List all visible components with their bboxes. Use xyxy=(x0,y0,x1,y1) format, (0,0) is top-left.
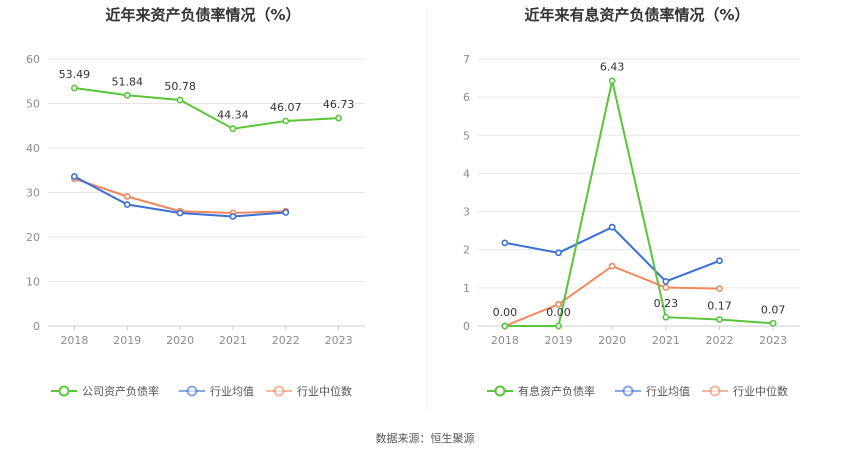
data-point[interactable] xyxy=(176,209,184,217)
data-point[interactable] xyxy=(662,277,670,285)
x-tick-label: 2019 xyxy=(113,334,141,347)
chart-panel-interest-debt-ratio: 近年来有息资产负债率情况（%） 0 1 2 3 4 5 6 7 2018 2019 2020 2021… xyxy=(463,6,800,398)
legend-swatch-marker xyxy=(709,385,721,397)
chart-panel-debt-ratio: 近年来资产负债率情况（%） 0 10 20 30 40 50 60 2018 2019 2020 2… xyxy=(26,6,365,398)
data-point[interactable] xyxy=(335,114,342,122)
x-tick-label: 2020 xyxy=(598,334,626,347)
legend-item[interactable]: 公司资产负债率 xyxy=(51,384,159,398)
data-point[interactable] xyxy=(229,213,237,220)
data-point[interactable] xyxy=(71,173,78,180)
data-point[interactable] xyxy=(229,125,237,133)
y-tick-label: 0 xyxy=(463,320,470,333)
y-tick-label: 3 xyxy=(463,206,470,219)
data-point[interactable] xyxy=(282,209,290,216)
data-point[interactable] xyxy=(123,193,131,200)
legend-swatch-marker xyxy=(273,385,285,397)
data-point[interactable] xyxy=(501,322,509,330)
x-tick-label: 2023 xyxy=(759,334,787,347)
x-tick-label: 2023 xyxy=(325,334,353,347)
series-line-series-2 xyxy=(504,264,720,327)
data-point[interactable] xyxy=(716,285,723,293)
y-tick-label: 6 xyxy=(463,91,470,104)
data-point[interactable] xyxy=(662,284,670,291)
series-line-series-1 xyxy=(504,225,720,283)
data-point[interactable] xyxy=(608,77,616,85)
legend-label: 行业均值 xyxy=(646,385,690,398)
x-tick-label: 2021 xyxy=(652,334,680,347)
chart-title: 近年来有息资产负债率情况（%） xyxy=(524,6,749,24)
data-source-note: 数据来源：恒生聚源 xyxy=(376,431,475,445)
chart-title: 近年来资产负债率情况（%） xyxy=(105,6,300,24)
legend-swatch-marker xyxy=(58,385,70,397)
data-point[interactable] xyxy=(716,257,723,265)
legend-item[interactable]: 行业均值 xyxy=(179,385,254,398)
y-tick-label: 2 xyxy=(463,244,470,257)
data-point[interactable] xyxy=(662,313,670,321)
y-tick-label: 20 xyxy=(26,231,40,244)
data-point[interactable] xyxy=(176,96,184,104)
legend-label: 公司资产负债率 xyxy=(82,384,159,398)
data-label: 51.84 xyxy=(112,75,144,88)
data-point[interactable] xyxy=(716,316,723,323)
data-point[interactable] xyxy=(123,201,131,208)
data-point[interactable] xyxy=(555,300,562,308)
data-label: 46.73 xyxy=(323,98,355,111)
x-tick-label: 2019 xyxy=(545,334,573,347)
legend-swatch-marker xyxy=(186,385,198,397)
data-point[interactable] xyxy=(608,223,616,231)
y-tick-label: 4 xyxy=(463,167,470,180)
data-label: 0.07 xyxy=(761,303,786,316)
legend-label: 行业均值 xyxy=(210,385,254,398)
legend-item[interactable]: 行业中位数 xyxy=(702,384,788,398)
x-tick-label: 2022 xyxy=(272,334,300,347)
x-tick-label: 2022 xyxy=(706,334,734,347)
y-tick-label: 60 xyxy=(26,53,40,66)
data-label: 6.43 xyxy=(600,61,625,74)
data-label: 0.23 xyxy=(654,297,679,310)
data-label: 46.07 xyxy=(270,101,302,114)
y-tick-label: 40 xyxy=(26,142,40,155)
data-label: 0.00 xyxy=(493,306,518,319)
y-tick-label: 10 xyxy=(26,276,40,289)
series-line-series-0 xyxy=(504,80,774,327)
data-point[interactable] xyxy=(555,322,562,330)
legend-label: 有息资产负债率 xyxy=(518,384,595,398)
x-tick-label: 2018 xyxy=(491,334,519,347)
data-point[interactable] xyxy=(608,262,616,270)
data-label: 50.78 xyxy=(164,80,196,93)
legend-item[interactable]: 行业均值 xyxy=(615,385,690,398)
data-point[interactable] xyxy=(123,91,131,99)
x-tick-label: 2020 xyxy=(166,334,194,347)
y-tick-label: 5 xyxy=(463,129,470,142)
x-tick-label: 2021 xyxy=(219,334,247,347)
data-point[interactable] xyxy=(769,319,777,327)
legend-item[interactable]: 行业中位数 xyxy=(266,384,352,398)
series-line-series-0 xyxy=(74,87,339,130)
legend-label: 行业中位数 xyxy=(733,384,788,398)
data-label: 0.00 xyxy=(546,306,571,319)
y-tick-label: 50 xyxy=(26,98,40,111)
legend-item[interactable]: 有息资产负债率 xyxy=(487,384,595,398)
data-label: 53.49 xyxy=(59,68,91,81)
y-tick-label: 0 xyxy=(33,320,40,333)
data-point[interactable] xyxy=(282,117,290,125)
y-tick-label: 30 xyxy=(26,187,40,200)
legend-label: 行业中位数 xyxy=(297,384,352,398)
y-tick-label: 7 xyxy=(463,53,470,66)
data-point[interactable] xyxy=(501,239,509,247)
data-label: 0.17 xyxy=(707,300,732,313)
x-tick-label: 2018 xyxy=(60,334,88,347)
legend-swatch-marker xyxy=(494,385,506,397)
legend-swatch-marker xyxy=(622,385,634,397)
y-tick-label: 1 xyxy=(463,282,470,295)
data-point[interactable] xyxy=(71,84,78,92)
data-label: 44.34 xyxy=(217,109,249,122)
data-point[interactable] xyxy=(555,249,562,257)
